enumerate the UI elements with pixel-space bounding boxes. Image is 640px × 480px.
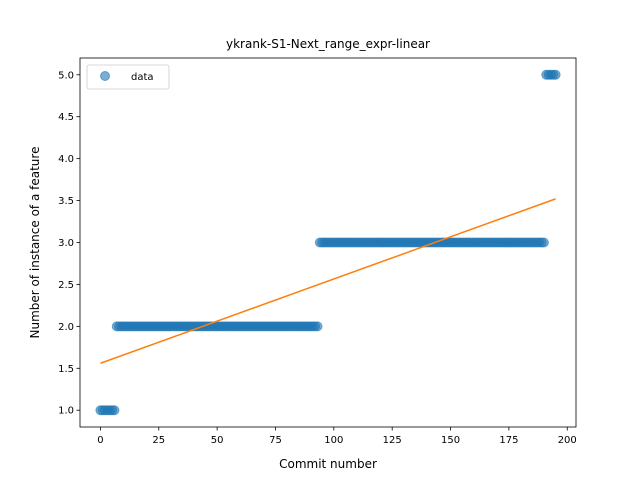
plot-lines [100,198,556,364]
data-point [550,69,561,80]
legend-marker-data [100,71,110,81]
y-tick-label: 4.5 [58,112,74,123]
x-axis-label: Commit number [279,457,377,471]
x-tick-label: 75 [269,435,282,446]
x-tick-label: 150 [441,435,460,446]
y-axis: 1.0 1.5 2.0 2.5 3.0 3.5 4.0 4.5 5.0 [58,70,80,417]
y-axis-label: Number of instance of a feature [28,147,42,339]
x-tick-label: 25 [152,435,165,446]
x-axis: 0 25 50 75 100 125 150 175 200 [97,427,577,446]
y-tick-label: 3.5 [58,196,74,207]
y-tick-label: 1.5 [58,364,74,375]
y-tick-label: 2.5 [58,280,74,291]
x-tick-label: 175 [499,435,518,446]
x-tick-label: 125 [383,435,402,446]
y-tick-label: 4.0 [58,154,74,165]
plot-points [95,69,561,416]
legend-label-data: data [131,72,154,83]
y-tick-label: 3.0 [58,238,74,249]
chart-title: ykrank-S1-Next_range_expr-linear [226,37,430,51]
data-point [312,321,323,332]
x-tick-label: 50 [211,435,224,446]
y-tick-label: 2.0 [58,322,74,333]
data-point [109,405,120,416]
y-tick-label: 5.0 [58,70,74,81]
data-point [538,237,549,248]
legend-box [86,64,170,90]
legend: data [86,64,170,90]
x-tick-label: 200 [558,435,577,446]
x-tick-label: 0 [97,435,103,446]
x-tick-label: 100 [324,435,343,446]
trend-line [100,198,556,364]
y-tick-label: 1.0 [58,406,74,417]
